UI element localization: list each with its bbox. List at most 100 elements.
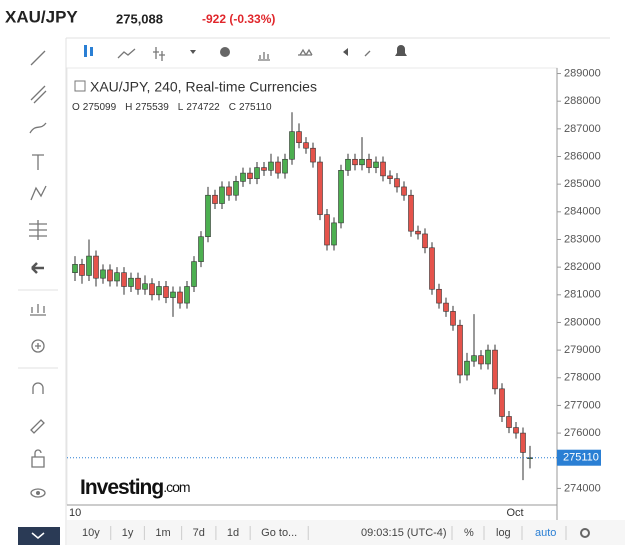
range-button[interactable]: 1m xyxy=(155,527,170,539)
candle-body xyxy=(296,131,302,143)
candle-body xyxy=(184,286,190,304)
candle-body xyxy=(338,170,344,224)
candle-body xyxy=(212,194,218,204)
y-tick-label: 280000 xyxy=(564,316,601,328)
ohlc-value: 275539 xyxy=(135,102,169,113)
legend-title: XAU/JPY, 240, Real-time Currencies xyxy=(90,79,317,95)
candle-body xyxy=(415,230,421,235)
top-toolbar xyxy=(66,38,610,68)
candle-body xyxy=(233,181,239,196)
candle-body xyxy=(359,158,365,166)
goto-button[interactable]: Go to... xyxy=(261,527,297,539)
percent-button[interactable]: % xyxy=(464,527,474,539)
candle-body xyxy=(107,269,113,282)
ohlc-text: O 275099 H 275539 L 274722 C 275110 xyxy=(72,102,272,113)
candle-body xyxy=(436,288,442,304)
candle-body xyxy=(114,272,120,282)
ohlc-letter: O xyxy=(72,102,80,113)
last-price-box xyxy=(557,449,601,466)
candle-body xyxy=(177,291,183,304)
watermark-com: .com xyxy=(163,479,190,495)
candle-body xyxy=(443,302,449,312)
candle-body xyxy=(429,247,435,290)
candle-body xyxy=(303,142,309,149)
y-tick-label: 282000 xyxy=(564,261,601,273)
settings-button[interactable] xyxy=(580,528,590,538)
price: 275,088 xyxy=(116,11,163,26)
candle-body xyxy=(450,311,456,326)
candle-body xyxy=(261,167,267,171)
candle-body xyxy=(499,388,505,417)
ohlc-letter: H xyxy=(125,102,132,113)
y-tick-label: 274000 xyxy=(564,482,601,494)
ohlc-legend: O 275099 H 275539 L 274722 C 275110 xyxy=(72,102,272,113)
bottom-bar xyxy=(67,520,625,545)
candle-body xyxy=(205,194,211,238)
candle-body xyxy=(226,186,232,196)
legend-icon xyxy=(74,80,86,92)
candle-body xyxy=(79,264,85,276)
candle-body xyxy=(317,161,323,215)
candle-body xyxy=(394,178,400,188)
candle-body xyxy=(268,161,274,171)
range-button[interactable]: 1y xyxy=(122,527,134,539)
candle-body xyxy=(478,355,484,365)
candle-body xyxy=(163,286,169,298)
candle-body xyxy=(520,432,526,453)
toolbar-icons[interactable] xyxy=(84,45,407,61)
y-tick-label: 286000 xyxy=(564,150,601,162)
candle-body xyxy=(198,236,204,262)
left-toolbar[interactable] xyxy=(18,50,60,545)
candle-body xyxy=(86,255,92,276)
clock: 09:03:15 (UTC-4) xyxy=(361,527,447,539)
candle-body xyxy=(219,186,225,204)
candle-body xyxy=(254,167,260,179)
candle-body xyxy=(513,427,519,434)
ohlc-value: 274722 xyxy=(186,102,220,113)
candle-body xyxy=(401,186,407,196)
watermark: Investing.com xyxy=(80,476,190,499)
range-button[interactable]: 10y xyxy=(82,527,100,539)
candle-body xyxy=(345,158,351,171)
candle-body xyxy=(408,194,414,232)
y-tick-label: 284000 xyxy=(564,206,601,218)
y-tick-label: 289000 xyxy=(564,67,601,79)
candle-body xyxy=(121,272,127,287)
candle-body xyxy=(156,286,162,296)
y-tick-label: 278000 xyxy=(564,372,601,384)
ohlc-value: 275099 xyxy=(83,102,117,113)
x-tick-label: Oct xyxy=(506,507,523,519)
watermark-main: Investing xyxy=(80,476,163,499)
candle-body xyxy=(464,360,470,376)
candle-body xyxy=(422,233,428,249)
range-button[interactable]: 1d xyxy=(227,527,239,539)
y-tick-label: 283000 xyxy=(564,233,601,245)
y-tick-label: 279000 xyxy=(564,344,601,356)
candle-body xyxy=(380,161,386,177)
candle-body xyxy=(93,255,99,279)
candle-body xyxy=(324,214,330,246)
candle-body xyxy=(289,131,295,160)
candle-body xyxy=(485,349,491,365)
y-tick-label: 277000 xyxy=(564,399,601,411)
log-button[interactable]: log xyxy=(496,527,511,539)
last-price-label: 275110 xyxy=(563,452,599,464)
bottom-buttons: 10y 1y 1m 7d 1d Go to... 09:03:15 (UTC-4)% log a… xyxy=(82,526,590,540)
y-tick-label: 288000 xyxy=(564,95,601,107)
range-button[interactable]: 7d xyxy=(193,527,205,539)
candle-body xyxy=(170,291,176,298)
candle-body xyxy=(100,269,106,279)
candle-body xyxy=(471,355,477,362)
candle-body xyxy=(506,416,512,428)
candle-body xyxy=(366,158,372,168)
candle-body xyxy=(149,283,155,296)
ohlc-value: 275110 xyxy=(239,102,272,113)
ohlc-letter: C xyxy=(229,102,236,113)
symbol: XAU/JPY xyxy=(5,7,78,26)
y-tick-label: 276000 xyxy=(564,427,601,439)
candle-body xyxy=(331,222,337,246)
candle-body xyxy=(387,175,393,179)
y-tick-label: 285000 xyxy=(564,178,601,190)
auto-button[interactable]: auto xyxy=(535,527,556,539)
